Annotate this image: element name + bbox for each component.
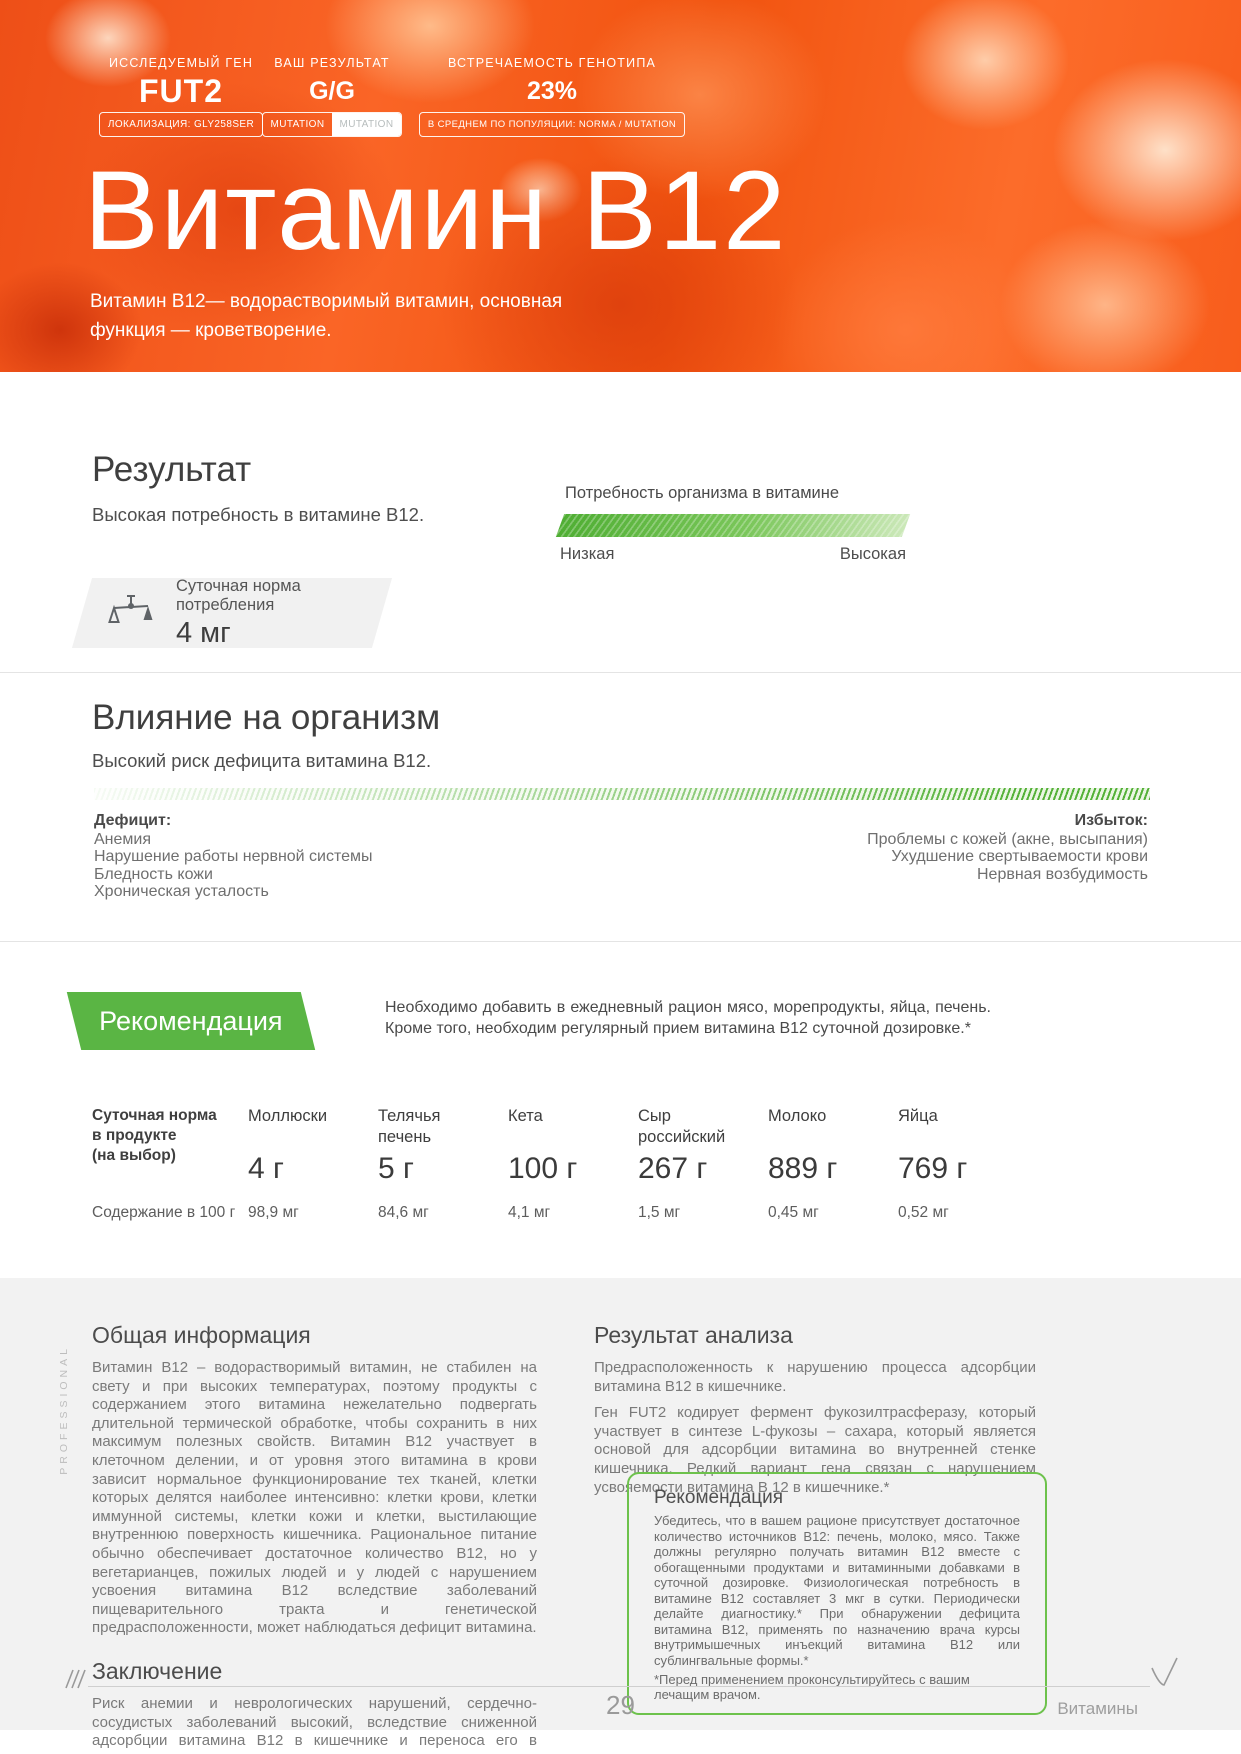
conclusion-text: Риск анемии и неврологических нарушений,… bbox=[92, 1694, 537, 1754]
section-divider bbox=[0, 941, 1241, 942]
product-norm: 100 г bbox=[508, 1152, 578, 1185]
frequency-population-box: В СРЕДНЕМ ПО ПОПУЛЯЦИИ: NORMA / MUTATION bbox=[418, 112, 686, 137]
page-subtitle: Витамин B12— водорастворимый витамин, ос… bbox=[90, 291, 563, 341]
gene-label: ИССЛЕДУЕМЫЙ ГЕН bbox=[108, 56, 254, 70]
daily-norm-box: Суточная норма потребления 4 мг bbox=[71, 577, 393, 650]
hero-image: ИССЛЕДУЕМЫЙ ГЕН FUT2 ЛОКАЛИЗАЦИЯ: GLY258… bbox=[0, 0, 1241, 372]
gene-localization-box: ЛОКАЛИЗАЦИЯ: GLY258SER bbox=[98, 112, 264, 137]
excess-title: Избыток: bbox=[1074, 812, 1148, 829]
product-name: Молоко bbox=[768, 1107, 827, 1125]
gene-value: FUT2 bbox=[139, 72, 223, 109]
analysis-text-1: Предрасположенность к нарушению процесса… bbox=[594, 1359, 1036, 1395]
product-norm: 889 г bbox=[768, 1152, 838, 1185]
recommendation-banner-label: Рекомендация bbox=[99, 1005, 283, 1036]
recommendation-box-heading: Рекомендация bbox=[654, 1487, 784, 1508]
product-column: Кета 100 г 4,1 мг bbox=[508, 1106, 638, 1222]
need-scale-labels: Низкая Высокая bbox=[560, 545, 906, 564]
list-item: Анемия bbox=[94, 830, 152, 848]
product-content: 1,5 мг bbox=[638, 1204, 681, 1221]
product-content: 0,45 мг bbox=[768, 1204, 819, 1221]
list-item: Хроническая усталость bbox=[94, 883, 269, 900]
frequency-panel: ВСТРЕЧАЕМОСТЬ ГЕНОТИПА 23% В СРЕДНЕМ ПО … bbox=[418, 56, 686, 137]
product-content: 98,9 мг bbox=[248, 1204, 299, 1221]
product-norm: 5 г bbox=[378, 1152, 414, 1185]
mutation-left: MUTATION bbox=[270, 119, 325, 130]
mutation-box: MUTATION MUTATION bbox=[262, 112, 402, 137]
recommendation-text: Необходимо добавить в ежедневный рацион … bbox=[385, 999, 991, 1037]
product-name: Яйца bbox=[898, 1107, 938, 1125]
recommendation-box-footnote: *Перед применением проконсультируйтесь с… bbox=[654, 1672, 970, 1702]
list-item: Нарушение работы нервной системы bbox=[94, 848, 373, 865]
product-norm: 267 г bbox=[638, 1152, 708, 1185]
product-content: 84,6 мг bbox=[378, 1204, 429, 1221]
deficit-title: Дефицит: bbox=[94, 812, 172, 829]
influence-text: Высокий риск дефицита витамина B12. bbox=[92, 750, 432, 771]
frequency-value: 23% bbox=[526, 76, 578, 105]
list-item: Бледность кожи bbox=[94, 865, 213, 883]
info-panel bbox=[0, 1278, 1241, 1730]
checkmark-icon bbox=[1151, 1657, 1178, 1686]
conclusion-heading: Заключение bbox=[92, 1657, 223, 1684]
section-divider bbox=[0, 672, 1241, 673]
influence-heading: Влияние на организм bbox=[92, 698, 441, 737]
footer-divider bbox=[88, 1686, 1150, 1687]
mutation-right: MUTATION bbox=[332, 113, 401, 136]
scales-icon bbox=[108, 595, 153, 623]
general-info-column: Общая информация Витамин B12 – водораств… bbox=[92, 1322, 537, 1754]
list-item: Нервная возбудимость bbox=[976, 865, 1148, 883]
product-column: Моллюски 4 г 98,9 мг bbox=[248, 1106, 378, 1222]
result-heading: Результат bbox=[92, 450, 252, 489]
list-item: Ухудшение свертываемости крови bbox=[891, 848, 1148, 865]
product-column: Сыр российский 267 г 1,5 мг bbox=[638, 1106, 768, 1222]
excess-list: Избыток: Проблемы с кожей (акне, высыпан… bbox=[867, 812, 1148, 883]
need-scale-title: Потребность организма в витамине bbox=[565, 484, 840, 502]
product-content: 4,1 мг bbox=[508, 1204, 551, 1221]
result-text: Высокая потребность в витамине B12. bbox=[92, 504, 425, 525]
general-info-text: Витамин B12 – водорастворимый витамин, н… bbox=[92, 1359, 537, 1637]
page-title: Витамин B12 bbox=[84, 148, 788, 273]
daily-norm-label: Суточная норма потребления bbox=[176, 576, 301, 614]
product-name: Сыр российский bbox=[638, 1107, 726, 1146]
daily-norm-value: 4 мг bbox=[176, 616, 231, 649]
recommendation-banner: Рекомендация bbox=[66, 992, 316, 1050]
need-scale-bar bbox=[555, 514, 911, 537]
deficit-list: Дефицит: Анемия Нарушение работы нервной… bbox=[94, 812, 373, 901]
product-norm: 4 г bbox=[248, 1152, 284, 1185]
product-name: Моллюски bbox=[248, 1107, 328, 1125]
list-item: Проблемы с кожей (акне, высыпания) bbox=[867, 830, 1148, 848]
content-row-label: Содержание в 100 г bbox=[92, 1204, 236, 1221]
daily-norm-texts: Суточная норма потребления 4 мг bbox=[176, 577, 382, 650]
product-content: 0,52 мг bbox=[898, 1204, 949, 1221]
product-norm: 769 г bbox=[898, 1152, 968, 1185]
professional-watermark: PROFESSIONAL bbox=[58, 1345, 70, 1475]
result-value: G/G bbox=[309, 76, 355, 105]
page-number: 29 bbox=[606, 1690, 635, 1720]
product-name: Телячья печень bbox=[378, 1107, 441, 1146]
table-label-column: Суточная норма в продукте (на выбор) Сод… bbox=[92, 1106, 248, 1222]
products-table: Суточная норма в продукте (на выбор) Сод… bbox=[92, 1106, 1028, 1222]
result-label: ВАШ РЕЗУЛЬТАТ bbox=[274, 56, 390, 70]
product-column: Телячья печень 5 г 84,6 мг bbox=[378, 1106, 508, 1222]
product-name: Кета bbox=[508, 1107, 543, 1125]
recommendation-box: Рекомендация Убедитесь, что в вашем раци… bbox=[627, 1472, 1047, 1715]
influence-bar bbox=[94, 788, 1150, 800]
result-panel: ВАШ РЕЗУЛЬТАТ G/G MUTATION MUTATION bbox=[262, 56, 402, 137]
gene-panel: ИССЛЕДУЕМЫЙ ГЕН FUT2 ЛОКАЛИЗАЦИЯ: GLY258… bbox=[95, 56, 267, 137]
recommendation-box-text: Убедитесь, что в вашем рационе присутств… bbox=[654, 1513, 1020, 1668]
analysis-heading: Результат анализа bbox=[594, 1322, 793, 1348]
scale-low-label: Низкая bbox=[560, 545, 615, 563]
scale-high-label: Высокая bbox=[839, 545, 906, 563]
norm-row-label: Суточная норма в продукте (на выбор) bbox=[92, 1107, 217, 1164]
product-column: Яйца 769 г 0,52 мг bbox=[898, 1106, 1028, 1222]
squiggle-mark-icon bbox=[65, 1669, 86, 1689]
general-info-heading: Общая информация bbox=[92, 1322, 311, 1348]
footer-section-label: Витамины bbox=[1057, 1699, 1138, 1718]
frequency-label: ВСТРЕЧАЕМОСТЬ ГЕНОТИПА bbox=[447, 56, 657, 70]
product-column: Молоко 889 г 0,45 мг bbox=[768, 1106, 898, 1222]
